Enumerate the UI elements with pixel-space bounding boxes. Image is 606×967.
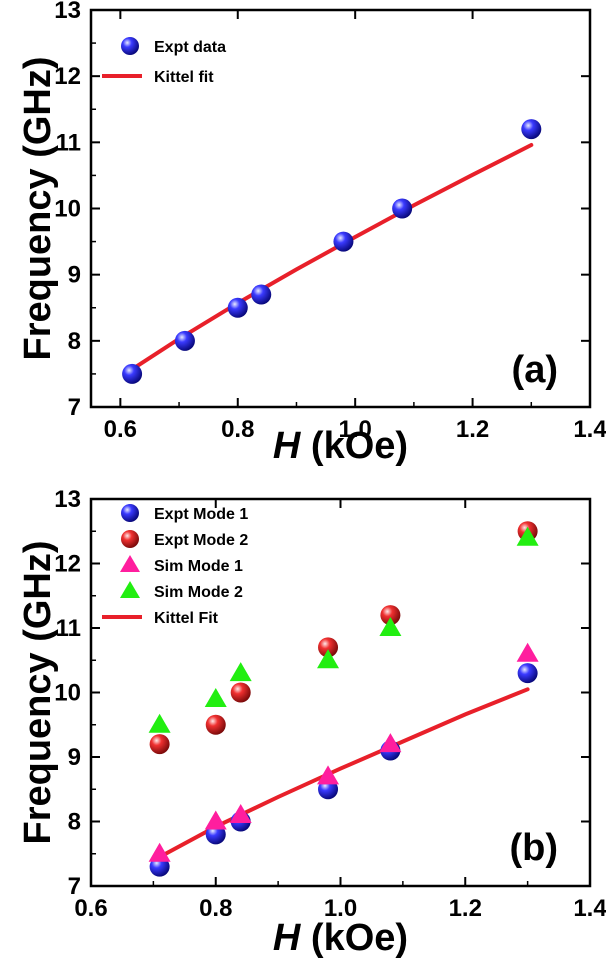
x-tick-label: 0.8	[221, 416, 254, 443]
data-point-sphere	[517, 663, 538, 684]
data-point-sphere	[251, 284, 272, 305]
x-tick-label: 0.6	[104, 416, 137, 443]
y-tick-label: 12	[54, 551, 81, 578]
x-tick-label: 1.4	[573, 416, 606, 443]
y-tick-label: 7	[68, 873, 81, 900]
panel-b: 0.6 0.8 1.0 1.2 1.4 7 8 9 10 11 12 13 H (kOe) Frequen…	[17, 486, 606, 959]
x-tick-label: 1.4	[573, 895, 606, 922]
data-point-triangle	[516, 526, 539, 546]
x-tick-label: 1.2	[449, 895, 482, 922]
y-tick-label: 7	[68, 394, 81, 421]
data-layer	[148, 521, 539, 877]
data-point-sphere	[122, 363, 143, 384]
x-tick-label: 1.2	[456, 416, 489, 443]
x-tick-label: 1.0	[338, 416, 371, 443]
panel-label: (b)	[509, 827, 558, 869]
y-tick-label: 8	[68, 328, 81, 355]
data-point-triangle	[204, 687, 227, 707]
data-point-triangle	[229, 662, 252, 682]
legend-marker-triangle	[120, 581, 140, 598]
data-point-triangle	[317, 649, 340, 669]
y-tick-label: 13	[54, 0, 81, 24]
data-point-triangle	[204, 810, 227, 830]
legend-entry: Expt Mode 2	[154, 532, 248, 549]
data-point-sphere	[227, 297, 248, 318]
data-point-triangle	[516, 642, 539, 662]
y-tick-label: 13	[54, 486, 81, 513]
x-tick-label: 1.0	[324, 895, 357, 922]
legend-entry: Kittel fit	[154, 69, 214, 86]
x-axis-variable: H	[273, 425, 302, 467]
y-axis-title: Frequency (GHz)	[17, 56, 59, 360]
legend-marker-triangle	[120, 555, 140, 572]
data-point-sphere	[380, 605, 401, 626]
data-point-triangle	[379, 733, 402, 753]
y-tick-label: 12	[54, 63, 81, 90]
x-axis-unit: (kOe)	[300, 917, 408, 959]
data-point-sphere	[174, 330, 195, 351]
panel-label: (a)	[512, 349, 558, 391]
data-point-sphere	[318, 637, 339, 658]
data-point-sphere	[392, 198, 413, 219]
y-tick-label: 11	[56, 615, 81, 642]
legend-entry: Sim Mode 2	[154, 584, 243, 601]
x-axis-title: H (kOe)	[273, 425, 408, 467]
data-point-sphere	[333, 231, 354, 252]
x-tick-label: 0.6	[74, 895, 107, 922]
y-axis-title: Frequency (GHz)	[17, 540, 59, 844]
data-point-triangle	[379, 617, 402, 636]
legend-marker-sphere	[121, 37, 139, 55]
legend-marker-sphere	[121, 530, 139, 548]
data-point-sphere	[149, 734, 170, 755]
data-point-triangle	[148, 713, 171, 733]
data-point-sphere	[521, 119, 542, 140]
data-point-sphere	[205, 714, 226, 735]
x-tick-label: 0.8	[199, 895, 232, 922]
y-tick-label: 11	[56, 129, 81, 156]
legend-entry: Sim Mode 1	[154, 558, 243, 575]
data-point-sphere	[230, 682, 251, 703]
data-layer	[122, 119, 542, 384]
data-point-triangle	[148, 842, 171, 862]
legend-entry: Kittel Fit	[154, 610, 219, 627]
data-point-triangle	[317, 765, 340, 785]
x-axis-unit: (kOe)	[300, 425, 408, 467]
y-tick-label: 10	[54, 196, 81, 223]
data-point-triangle	[229, 804, 252, 824]
y-tick-label: 10	[54, 680, 81, 707]
x-axis-variable: H	[273, 917, 302, 959]
y-tick-label: 8	[68, 809, 81, 836]
x-axis-title: H (kOe)	[273, 917, 408, 959]
y-tick-label: 9	[68, 262, 81, 289]
legend-entry: Expt data	[154, 39, 226, 56]
y-tick-label: 9	[68, 744, 81, 771]
legend-marker-sphere	[121, 504, 139, 522]
panel-a: 0.6 0.8 1.0 1.2 1.4 7 8 9 10 11 12 13 H (kOe) Frequen…	[17, 0, 606, 467]
legend-entry: Expt Mode 1	[154, 506, 248, 523]
